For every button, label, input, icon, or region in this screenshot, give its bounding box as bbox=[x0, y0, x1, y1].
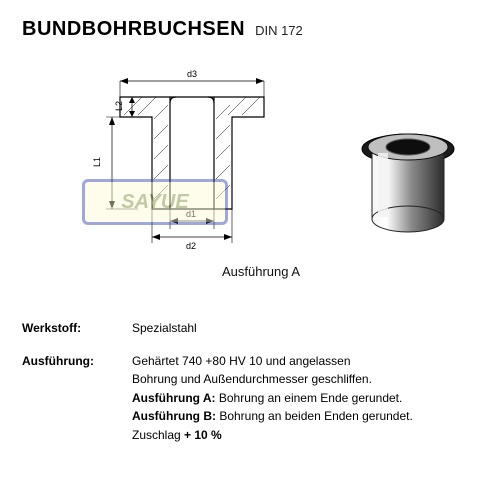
ausf-a-text: Bohrung an einem Ende gerundet. bbox=[216, 391, 403, 405]
ausf-line2: Bohrung und Außendurchmesser geschliffen… bbox=[132, 372, 372, 386]
spec-ausfuehrung: Ausführung: Gehärtet 740 +80 HV 10 und a… bbox=[22, 352, 478, 445]
dim-d2-label: d2 bbox=[186, 241, 196, 251]
title-row: BUNDBOHRBUCHSEN DIN 172 bbox=[22, 18, 478, 41]
page: BUNDBOHRBUCHSEN DIN 172 d3 bbox=[0, 0, 500, 500]
ausfuehrung-text: Gehärtet 740 +80 HV 10 und angelassen Bo… bbox=[132, 352, 478, 445]
dim-l1-label: L1 bbox=[92, 157, 102, 167]
specs-block: Werkstoff: Spezialstahl Ausführung: Gehä… bbox=[22, 319, 478, 445]
dim-d3-label: d3 bbox=[187, 69, 197, 79]
technical-drawing: d3 bbox=[92, 59, 292, 259]
ausf-a-bold: Ausführung A: bbox=[132, 391, 216, 405]
figure-caption: Ausführung A bbox=[222, 264, 300, 279]
highlight bbox=[378, 153, 388, 217]
werkstoff-text: Spezialstahl bbox=[132, 319, 478, 338]
ausf-b-text: Bohrung an beiden Enden gerundet. bbox=[216, 409, 413, 423]
surcharge-pre: Zuschlag bbox=[132, 428, 184, 442]
werkstoff-label: Werkstoff: bbox=[22, 319, 132, 338]
ausfuehrung-label: Ausführung: bbox=[22, 352, 132, 445]
figure-area: d3 bbox=[22, 59, 478, 289]
ausf-b-bold: Ausführung B: bbox=[132, 409, 216, 423]
watermark: SAYUE bbox=[82, 179, 228, 225]
bushing-photo bbox=[348, 129, 468, 239]
spec-werkstoff: Werkstoff: Spezialstahl bbox=[22, 319, 478, 338]
ausf-line1: Gehärtet 740 +80 HV 10 und angelassen bbox=[132, 354, 351, 368]
title-main: BUNDBOHRBUCHSEN bbox=[22, 18, 245, 41]
title-standard: DIN 172 bbox=[255, 23, 303, 38]
surcharge-bold: + 10 % bbox=[184, 428, 222, 442]
dim-l2-label: L2 bbox=[114, 101, 124, 111]
